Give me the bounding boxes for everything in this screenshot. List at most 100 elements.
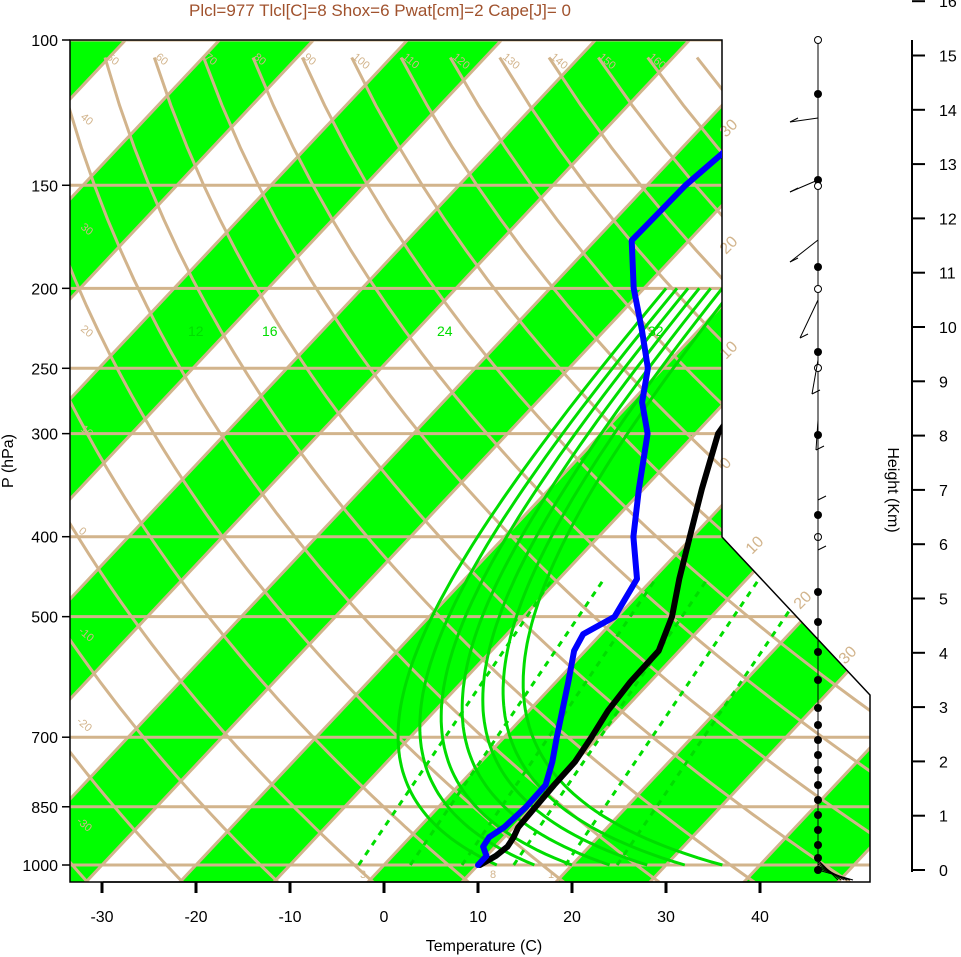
wind-barb [789, 239, 819, 263]
level-dot [814, 841, 822, 849]
level-dot [814, 704, 822, 712]
dry-adiabat-label: 130 [500, 51, 522, 72]
dry-adiabat-line [399, 56, 870, 882]
wind-barb-feather [799, 333, 809, 339]
isotherm-line [70, 40, 729, 882]
height-tick-label: 14 [939, 103, 957, 120]
isotherm-line [70, 40, 823, 882]
level-dot [814, 811, 822, 819]
level-dot [814, 90, 822, 98]
level-circle [814, 285, 822, 293]
dry-adiabat-label: 100 [350, 51, 372, 72]
isotherm-line [70, 40, 259, 882]
temperature-tick-label: 20 [563, 909, 581, 926]
moist-adiabat-label: 32 [648, 323, 664, 339]
dry-adiabat-line [894, 58, 961, 883]
pressure-tick-label: 1000 [22, 858, 58, 875]
temperature-axis: -30 -20 -10 0 10 20 30 40 [90, 881, 769, 926]
mixing-ratio-label: 8 [490, 869, 496, 881]
wind-barb-feather [815, 445, 825, 451]
pressure-tick-label: 200 [31, 281, 58, 298]
dry-adiabat-line [350, 56, 870, 882]
wind-barb [815, 419, 819, 451]
chart-title: Plcl=977 Tlcl[C]=8 Shox=6 Pwat[cm]=2 Cap… [189, 1, 571, 20]
temperature-tick-label: 0 [380, 909, 389, 926]
dry-adiabat-line [251, 56, 870, 882]
y-axis-label: P (hPa) [0, 434, 17, 488]
height-tick-label: 6 [939, 537, 948, 554]
isotherm-line [956, 0, 961, 957]
moist-adiabat-line [460, 287, 701, 867]
pressure-axis: 100 150 200 250 300 400 500 700 850 1000 [22, 33, 70, 875]
level-dot [814, 721, 822, 729]
sounding-profiles [475, 71, 870, 868]
pressure-tick-label: 500 [31, 610, 58, 627]
isotherm-line [70, 40, 447, 882]
mixing-ratio-line [512, 578, 709, 866]
isotherm-label: 0 [717, 454, 735, 472]
pressure-tick-label: 300 [31, 427, 58, 444]
band-stripe [70, 40, 870, 882]
x-axis-label: Temperature (C) [426, 938, 542, 955]
pressure-tick-label: 150 [31, 178, 58, 195]
dry-adiabat-label: 20 [78, 323, 95, 340]
height-tick-label: 5 [939, 592, 948, 609]
level-circle [814, 182, 822, 190]
moist-adiabat-line [396, 287, 668, 867]
height-tick-label: 1 [939, 809, 948, 826]
level-dot [814, 854, 822, 862]
level-dot [814, 676, 822, 684]
level-dot [814, 751, 822, 759]
wind-barb-column [789, 36, 854, 881]
level-dot [814, 826, 822, 834]
mixing-ratio-label: 3 [360, 869, 366, 881]
temperature-tick-label: 30 [657, 909, 675, 926]
band-stripe [70, 40, 540, 882]
temperature-tick-label: -20 [184, 909, 207, 926]
temperature-tick-label: 40 [751, 909, 769, 926]
mixing-ratio-line [564, 578, 761, 866]
height-tick-label: 2 [939, 754, 948, 771]
isotherm-line [672, 40, 870, 882]
height-tick-label: 12 [939, 211, 957, 228]
height-tick-label: 13 [939, 157, 957, 174]
moist-adiabat-label: 16 [262, 323, 278, 339]
height-tick-label: 0 [939, 863, 948, 880]
level-dot [814, 736, 822, 744]
dry-adiabat-label: 90 [301, 51, 318, 68]
pressure-tick-label: 400 [31, 530, 58, 547]
isotherm-label: 10 [743, 533, 768, 558]
level-dot [814, 348, 822, 356]
dry-adiabat-label: -20 [74, 715, 94, 734]
level-dot [814, 781, 822, 789]
height-tick-label: 11 [939, 266, 956, 283]
pressure-tick-label: 850 [31, 800, 58, 817]
mixing-ratio-label: 1 [548, 869, 554, 881]
dewpoint-profile-line [475, 71, 832, 868]
height-tick-label: 10 [939, 320, 957, 337]
wind-barb-surface [817, 869, 854, 881]
height-tick-label: 8 [939, 429, 948, 446]
dry-adiabat-line [70, 57, 375, 882]
pressure-tick-label: 700 [31, 730, 58, 747]
height-tick-label: 9 [939, 374, 948, 391]
moist-adiabat-label: 12 [188, 323, 204, 339]
band-stripe [70, 40, 728, 882]
wind-barb-feather [817, 495, 827, 501]
moist-adiabat-line [439, 287, 690, 867]
level-dot [814, 796, 822, 804]
height-tick-label: 3 [939, 700, 948, 717]
temperature-profile-line [476, 71, 870, 868]
isotherm-line [202, 40, 870, 882]
level-dot [814, 263, 822, 271]
temperature-tick-label: -30 [90, 909, 113, 926]
y2-axis-label: Height (Km) [884, 447, 901, 532]
temperature-tick-label: 10 [469, 909, 487, 926]
isotherm-line [484, 40, 870, 882]
wind-barb-feather [817, 545, 827, 551]
dry-adiabat-line [103, 57, 756, 882]
height-tick-label: 7 [939, 483, 948, 500]
height-tick-label: 16 [939, 0, 957, 11]
